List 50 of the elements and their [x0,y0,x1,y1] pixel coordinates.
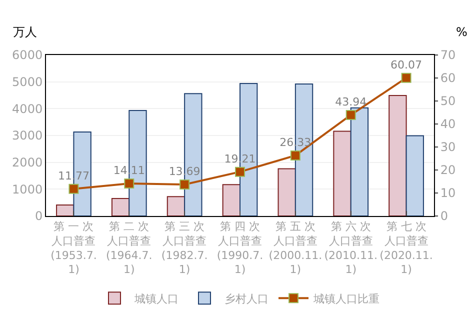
y2-tick-label: 60 [440,71,456,86]
point [124,178,134,189]
bar [56,204,74,216]
x-tick-label: 第 五 次人口普查 (2000.11. 1) [268,220,322,276]
y-axis-title: 万人 [13,25,37,39]
legend-label: 乡村人口 [224,292,268,306]
y-tick-label: 5000 [12,75,43,90]
y2-tick-label: 20 [440,163,456,178]
data-label: 60.07 [390,58,422,72]
point [401,72,412,83]
bar [388,95,407,216]
point [290,150,300,160]
y2-tick-label: 0 [440,209,448,224]
legend-label: 城镇人口 [134,292,178,306]
y2-tick-label: 70 [440,48,456,62]
x-tick-label: 第 七 次人口普查 (2020.11. 1) [380,220,433,276]
y-tick-label: 1000 [12,182,43,196]
bar [278,168,296,216]
y2-tick-label: 30 [440,140,456,154]
data-label: 13.69 [168,165,200,178]
data-label: 19.21 [224,152,256,166]
data-label: 11.77 [58,170,90,183]
y-tick-label: 2000 [12,156,43,170]
data-label: 14.11 [113,164,145,178]
x-tick-label: 第 一 次人口普查 (1953.7. 1) [50,220,97,276]
x-tick-label: 第 四 次人口普查 (1990.7. 1) [216,220,264,276]
data-label: 26.33 [280,136,312,150]
point [235,166,245,177]
bar [166,196,186,216]
bar [350,107,369,216]
y-tick-label: 0 [34,209,43,224]
y-tick-label: 3000 [12,128,43,143]
x-tick-label: 第 二 次人口普查 (1964.7. 1) [106,220,152,276]
point [68,184,79,194]
data-label: 43.94 [335,96,367,109]
legend-label: 城镇人口比重 [312,292,380,306]
y2-tick-label: 50 [440,94,456,108]
bar [222,184,240,216]
point [346,110,356,120]
y2-axis-title: % [456,25,468,39]
x-tick-label: 第 三 次人口普查 (1982.7. 1) [161,220,208,276]
point [180,180,190,190]
y-tick-label: 6000 [12,48,43,62]
bar [333,130,352,216]
bar [111,198,130,216]
x-tick-label: 第 六 次人口普查 (2010.11. 1) [324,220,378,276]
y2-tick-label: 40 [440,117,456,132]
y-tick-label: 4000 [12,102,43,116]
y2-tick-label: 10 [440,186,456,200]
bar [406,135,424,216]
